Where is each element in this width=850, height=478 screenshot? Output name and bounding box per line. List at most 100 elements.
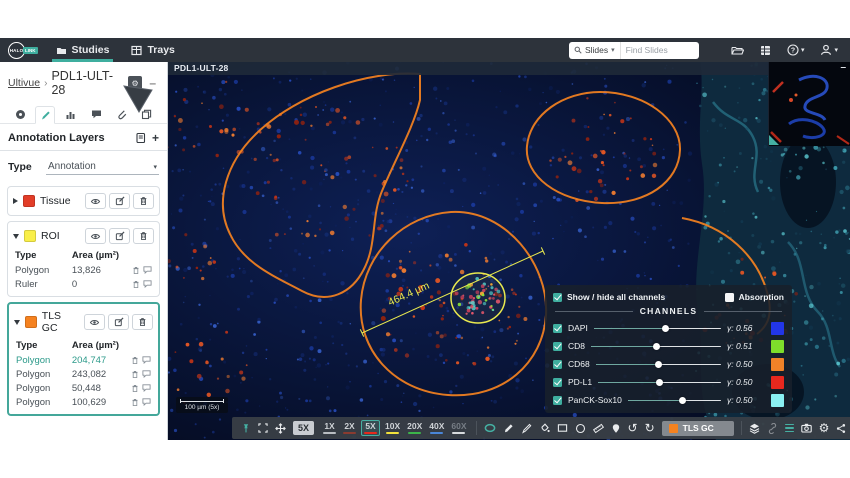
comment-annotation-button[interactable]: [142, 356, 151, 364]
zoom-preset-2x[interactable]: 2X: [341, 421, 358, 435]
zoom-preset-1x[interactable]: 1X: [321, 421, 338, 435]
layer-edit-button[interactable]: [108, 314, 129, 330]
caret-right-icon[interactable]: [13, 198, 18, 204]
table-row-type[interactable]: Ruler: [15, 279, 38, 290]
tab-copy[interactable]: [137, 105, 157, 123]
tab-attachments[interactable]: [112, 105, 132, 123]
absorption-toggle[interactable]: Absorption: [724, 292, 784, 302]
nav-trays[interactable]: Trays: [127, 38, 178, 62]
table-row-type[interactable]: Polygon: [16, 369, 51, 380]
ruler-tool-button[interactable]: [592, 423, 604, 434]
channel-color-swatch[interactable]: [771, 393, 784, 407]
channel-checkbox[interactable]: [553, 359, 562, 369]
table-row-type-selected[interactable]: Polygon: [16, 355, 51, 366]
comment-annotation-button[interactable]: [142, 384, 151, 392]
ellipse-tool-button[interactable]: [575, 423, 586, 434]
fill-tool-button[interactable]: [539, 423, 550, 433]
comment-annotation-button[interactable]: [142, 398, 151, 406]
tab-annotations[interactable]: [35, 106, 56, 124]
delete-annotation-button[interactable]: [132, 280, 140, 289]
channel-checkbox[interactable]: [553, 323, 562, 333]
add-layer-icon[interactable]: [136, 132, 148, 144]
channel-checkbox[interactable]: [553, 377, 562, 387]
layer-delete-button[interactable]: [132, 314, 153, 330]
delete-annotation-button[interactable]: [131, 356, 139, 365]
overview-minimize-button[interactable]: –: [840, 62, 846, 73]
table-row-type[interactable]: Polygon: [16, 397, 51, 408]
channel-intensity-slider[interactable]: [627, 396, 721, 405]
delete-annotation-button[interactable]: [131, 398, 139, 407]
rectangle-tool-button[interactable]: [557, 423, 568, 433]
breadcrumb-parent-link[interactable]: Ultivue: [8, 77, 41, 89]
layer-visibility-button[interactable]: [85, 228, 106, 244]
tab-comments[interactable]: [86, 105, 106, 123]
layer-card-tls-gc[interactable]: TLS GC Type Area (µm²) Polygon 204,747 P…: [7, 302, 160, 416]
table-row-type[interactable]: Polygon: [15, 265, 50, 276]
layer-edit-button[interactable]: [109, 228, 130, 244]
caret-down-icon[interactable]: [13, 233, 19, 239]
delete-annotation-button[interactable]: [132, 266, 140, 275]
channel-intensity-slider[interactable]: [595, 360, 721, 369]
layer-visibility-button[interactable]: [85, 193, 106, 209]
overview-resize-handle[interactable]: [769, 135, 779, 145]
channel-checkbox[interactable]: [553, 341, 562, 351]
channel-checkbox[interactable]: [553, 395, 562, 405]
user-menu[interactable]: ▾: [820, 44, 838, 56]
brush-tool-button[interactable]: [503, 423, 514, 434]
menu-button[interactable]: [784, 423, 794, 433]
snapshot-button[interactable]: [800, 423, 812, 433]
delete-annotation-button[interactable]: [131, 384, 139, 393]
current-zoom-indicator[interactable]: 5X: [293, 421, 315, 435]
zoom-preset-40x[interactable]: 40X: [427, 421, 446, 435]
nav-studies[interactable]: Studies: [51, 38, 114, 62]
roi-circle-annotation[interactable]: [450, 272, 506, 324]
fullscreen-button[interactable]: [258, 423, 268, 433]
zoom-preset-10x[interactable]: 10X: [383, 421, 402, 435]
zoom-preset-60x[interactable]: 60X: [449, 421, 468, 435]
tab-info[interactable]: [10, 105, 30, 123]
table-row-type[interactable]: Polygon: [16, 383, 51, 394]
layer-card-tissue[interactable]: Tissue: [7, 186, 160, 216]
help-menu[interactable]: ? ▾: [787, 44, 804, 56]
layer-card-roi[interactable]: ROI Type Area (µm²) Polygon 13,826 Ruler: [7, 221, 160, 297]
settings-gear-button[interactable]: ⚙: [818, 421, 830, 435]
layers-button[interactable]: [749, 423, 760, 434]
comment-annotation-button[interactable]: [143, 266, 152, 274]
open-slide-button[interactable]: [731, 45, 744, 56]
comment-annotation-button[interactable]: [142, 370, 151, 378]
layer-delete-button[interactable]: [133, 228, 154, 244]
channel-intensity-slider[interactable]: [591, 342, 721, 351]
redo-button[interactable]: ↻: [644, 421, 655, 435]
type-select[interactable]: Annotation ▾: [46, 159, 159, 175]
layer-edit-button[interactable]: [109, 193, 130, 209]
caret-down-icon[interactable]: [14, 319, 20, 325]
app-logo[interactable]: HALO LINK: [8, 38, 38, 62]
channel-color-swatch[interactable]: [771, 321, 784, 335]
pen-tool-button[interactable]: [521, 423, 532, 434]
layer-delete-button[interactable]: [133, 193, 154, 209]
undo-button[interactable]: ↺: [627, 421, 638, 435]
tab-analysis[interactable]: [61, 105, 81, 123]
show-hide-all-toggle[interactable]: Show / hide all channels: [553, 292, 665, 302]
add-annotation-layer-button[interactable]: +: [151, 131, 159, 145]
zoom-preset-20x[interactable]: 20X: [405, 421, 424, 435]
sidebar-minimize-button[interactable]: –: [149, 76, 156, 90]
channel-color-swatch[interactable]: [771, 375, 784, 389]
search-scope-dropdown[interactable]: Slides ▾: [569, 41, 621, 59]
overview-map[interactable]: –: [768, 62, 850, 146]
annotation-layer-select[interactable]: TLS GC: [661, 420, 734, 436]
pin-toolbar-button[interactable]: [241, 423, 251, 434]
channel-color-swatch[interactable]: [771, 339, 784, 353]
slide-viewer[interactable]: 464.4 µm PDL1-ULT-28 –: [168, 62, 850, 440]
comment-annotation-button[interactable]: [143, 280, 152, 288]
pan-tool-button[interactable]: [484, 423, 496, 433]
move-button[interactable]: [275, 422, 286, 434]
delete-annotation-button[interactable]: [131, 370, 139, 379]
channel-intensity-slider[interactable]: [593, 324, 721, 333]
zoom-preset-5x[interactable]: 5X: [361, 420, 381, 436]
share-button[interactable]: [836, 423, 846, 434]
search-input[interactable]: [620, 45, 699, 55]
grid-view-button[interactable]: [760, 45, 771, 56]
channel-intensity-slider[interactable]: [598, 378, 721, 387]
layer-visibility-button[interactable]: [84, 314, 105, 330]
